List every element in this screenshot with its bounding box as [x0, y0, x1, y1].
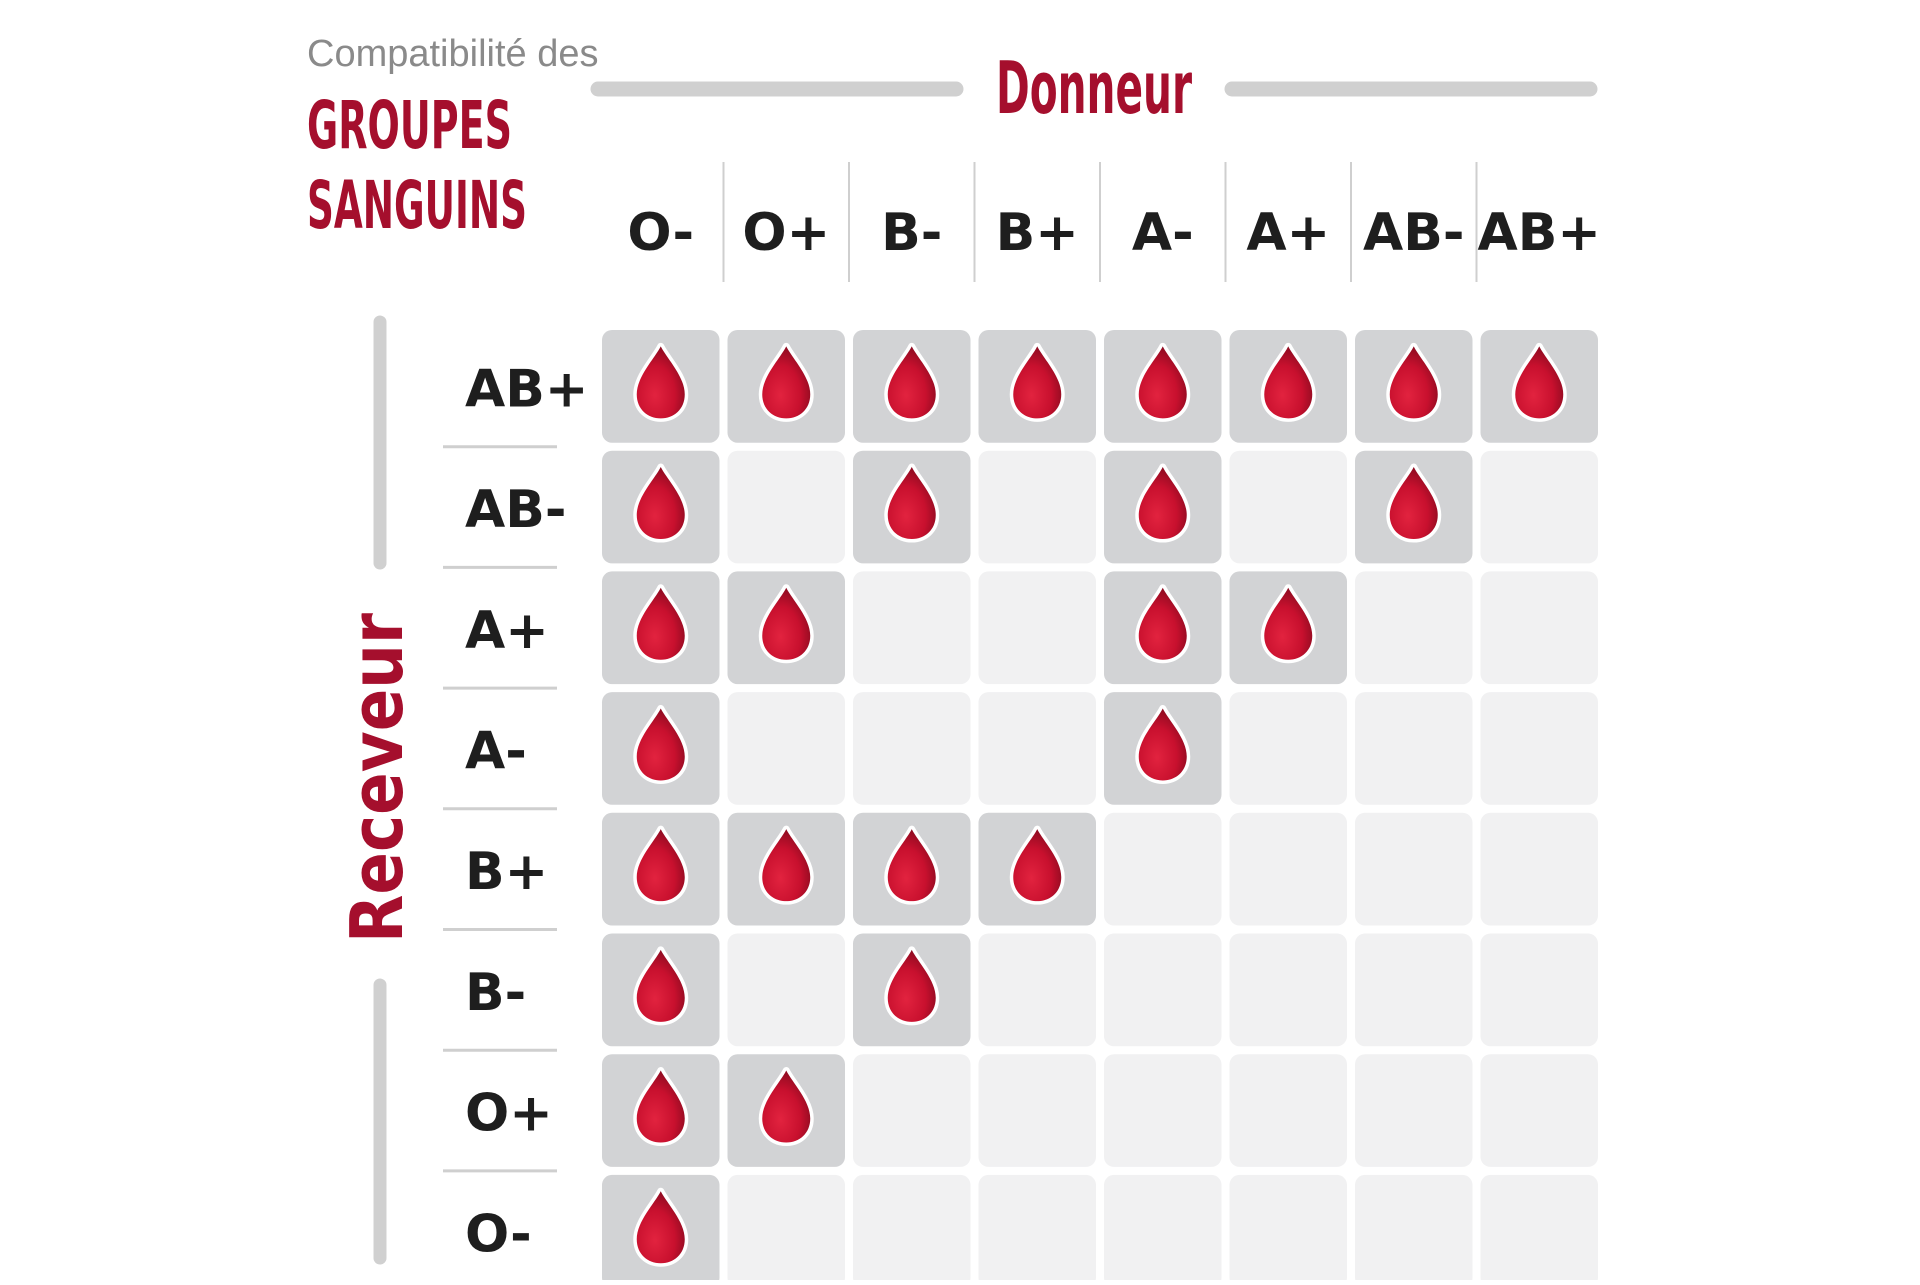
- incompatible-cell: [1355, 1174, 1473, 1285]
- blood-drop-icon: [758, 825, 814, 905]
- donor-label: B+: [996, 203, 1079, 263]
- incompatible-cell: [853, 1174, 971, 1285]
- incompatible-cell: [978, 571, 1096, 685]
- recipient-label: O-: [465, 1204, 532, 1264]
- blood-drop-icon: [1511, 342, 1567, 422]
- incompatible-cell: [978, 450, 1096, 564]
- blood-drop-icon: [758, 1067, 814, 1147]
- title-subtitle: Compatibilité des: [307, 33, 598, 75]
- incompatible-cell: [853, 692, 971, 805]
- blood-drop-icon: [633, 1187, 689, 1267]
- donor-label: A-: [1132, 203, 1194, 263]
- incompatible-cell: [1229, 450, 1347, 564]
- compatibility-grid: [602, 330, 1598, 1285]
- recipient-label: B-: [465, 963, 526, 1023]
- incompatible-cell: [978, 692, 1096, 805]
- incompatible-cell: [1355, 571, 1473, 685]
- incompatible-cell: [1480, 1174, 1598, 1285]
- incompatible-cell: [978, 1054, 1096, 1167]
- incompatible-cell: [853, 1054, 971, 1167]
- incompatible-cell: [1355, 1054, 1473, 1167]
- incompatible-cell: [727, 1174, 845, 1285]
- incompatible-cell: [1104, 1174, 1222, 1285]
- donor-label: AB+: [1478, 203, 1601, 263]
- donor-label: O-: [627, 203, 694, 263]
- incompatible-cell: [1229, 933, 1347, 1047]
- blood-drop-icon: [633, 704, 689, 784]
- incompatible-cell: [1104, 1054, 1222, 1167]
- incompatible-cell: [853, 571, 971, 685]
- incompatible-cell: [1229, 692, 1347, 805]
- incompatible-cell: [978, 1174, 1096, 1285]
- blood-drop-icon: [633, 825, 689, 905]
- incompatible-cell: [1104, 812, 1222, 926]
- incompatible-cell: [1480, 933, 1598, 1047]
- incompatible-cell: [1229, 1054, 1347, 1167]
- blood-drop-icon: [1009, 825, 1065, 905]
- donor-column-labels: O- O+ B- B+ A- A+ AB- AB+: [627, 203, 1601, 263]
- incompatible-cell: [1480, 812, 1598, 926]
- donor-label: O+: [742, 203, 830, 263]
- incompatible-cell: [1480, 450, 1598, 564]
- blood-drop-icon: [884, 825, 940, 905]
- blood-drop-icon: [1135, 342, 1191, 422]
- recipient-label: A-: [465, 721, 527, 781]
- incompatible-cell: [1480, 692, 1598, 805]
- blood-drop-icon: [1386, 342, 1442, 422]
- incompatible-cell: [978, 933, 1096, 1047]
- blood-drop-icon: [884, 946, 940, 1026]
- recipient-label: B+: [465, 842, 548, 902]
- donor-label: AB-: [1363, 203, 1464, 263]
- incompatible-cell: [1355, 692, 1473, 805]
- incompatible-cell: [727, 450, 845, 564]
- incompatible-cell: [727, 692, 845, 805]
- incompatible-cell: [727, 933, 845, 1047]
- recipient-label: A+: [465, 601, 549, 661]
- incompatible-cell: [1355, 933, 1473, 1047]
- donor-label: B-: [881, 203, 942, 263]
- row-dividers: [443, 445, 557, 1173]
- incompatible-cell: [1104, 933, 1222, 1047]
- blood-drop-icon: [884, 342, 940, 422]
- recipient-label: AB+: [465, 359, 588, 419]
- incompatible-cell: [1480, 571, 1598, 685]
- incompatible-cell: [1355, 812, 1473, 926]
- blood-drop-icon: [1135, 704, 1191, 784]
- title-line-2: SANGUINS: [307, 167, 527, 244]
- blood-drop-icon: [758, 342, 814, 422]
- blood-drop-icon: [1260, 584, 1316, 664]
- blood-drop-icon: [633, 1067, 689, 1147]
- blood-drop-icon: [633, 342, 689, 422]
- recipient-label: O+: [465, 1084, 553, 1144]
- blood-drop-icon: [1260, 342, 1316, 422]
- blood-drop-icon: [633, 463, 689, 543]
- blood-drop-icon: [1135, 584, 1191, 664]
- incompatible-cell: [1229, 1174, 1347, 1285]
- blood-drop-icon: [1135, 463, 1191, 543]
- title-line-1: GROUPES: [307, 87, 512, 164]
- recipient-row-labels: AB+ AB- A+ A- B+ B- O+ O-: [465, 359, 588, 1264]
- blood-drop-icon: [758, 584, 814, 664]
- blood-drop-icon: [633, 584, 689, 664]
- blood-drop-icon: [633, 946, 689, 1026]
- recipient-label: AB-: [465, 480, 566, 540]
- blood-drop-icon: [1009, 342, 1065, 422]
- incompatible-cell: [1480, 1054, 1598, 1167]
- column-dividers: [722, 162, 1478, 282]
- incompatible-cell: [1229, 812, 1347, 926]
- blood-drop-icon: [1386, 463, 1442, 543]
- donor-axis-title: Donneur: [996, 46, 1192, 130]
- blood-drop-icon: [884, 463, 940, 543]
- donor-label: A+: [1246, 203, 1330, 263]
- recipient-axis-title: Receveur: [335, 613, 419, 943]
